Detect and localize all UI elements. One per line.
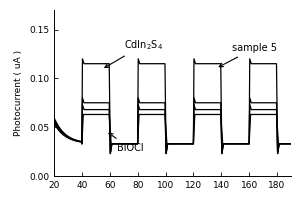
Text: CdIn$_2$S$_4$: CdIn$_2$S$_4$ bbox=[105, 38, 163, 68]
Text: BiOCl: BiOCl bbox=[109, 133, 143, 153]
Y-axis label: Photocurrent ( uA ): Photocurrent ( uA ) bbox=[14, 50, 23, 136]
Text: sample 5: sample 5 bbox=[219, 43, 278, 67]
